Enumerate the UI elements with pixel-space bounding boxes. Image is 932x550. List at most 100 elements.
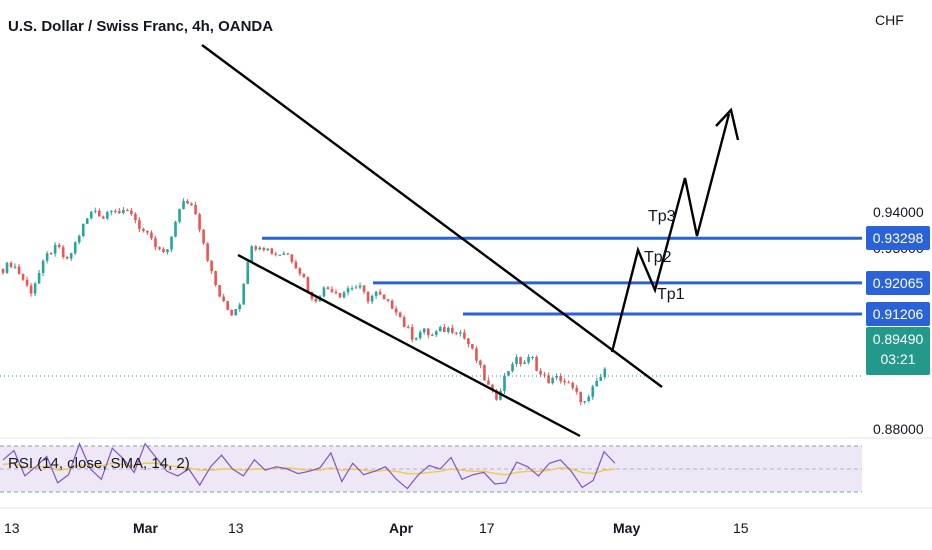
candle-body: [386, 299, 390, 301]
candle-body: [350, 288, 354, 290]
candle-body: [519, 357, 522, 364]
rsi-sma-line: [2, 462, 616, 476]
candle-body: [162, 248, 165, 253]
candle-body: [282, 253, 286, 255]
candle-body: [166, 249, 169, 253]
candle-body: [262, 247, 266, 251]
candle-body: [555, 375, 558, 378]
candle-body: [491, 384, 494, 391]
rsi-line: [2, 442, 616, 490]
candle-body: [65, 256, 69, 259]
candle-body: [238, 304, 241, 310]
candle-body: [266, 248, 270, 251]
candle-body: [101, 216, 105, 219]
candle-body: [414, 338, 418, 340]
candle-body: [17, 266, 21, 274]
candle-body: [463, 332, 466, 339]
x-axis-tick: 17: [479, 520, 495, 536]
y-axis-tick: 0.94000: [873, 203, 924, 220]
target-price-tag-tp1: 0.91206: [866, 301, 930, 326]
rsi-indicator-label[interactable]: RSI (14, close, SMA, 14, 2): [8, 455, 190, 472]
candle-body: [487, 380, 490, 385]
candle-body: [471, 344, 474, 349]
candle-body: [579, 391, 583, 403]
candle-body: [434, 331, 438, 335]
candle-body: [61, 247, 65, 257]
candle-body: [222, 296, 225, 302]
candle-body: [37, 273, 41, 284]
x-axis-tick: Apr: [389, 520, 414, 536]
last-price-value: 0.89490: [872, 331, 924, 347]
candle-body: [563, 381, 566, 383]
candle-body: [49, 253, 53, 255]
candle-body: [455, 332, 458, 334]
candle-body: [358, 285, 362, 288]
candle-body: [390, 300, 394, 309]
candle-body: [114, 210, 117, 212]
candle-body: [150, 232, 153, 239]
candle-body: [122, 210, 125, 214]
candle-body: [410, 327, 414, 340]
candle-body: [118, 211, 121, 214]
candle-body: [130, 210, 133, 214]
candle-body: [322, 287, 326, 297]
candle-body: [483, 365, 486, 381]
candle-body: [138, 220, 141, 230]
candle-body: [394, 308, 398, 313]
candle-body: [370, 295, 374, 302]
candle-body: [21, 273, 25, 280]
channel-upper-trendline: [201, 44, 663, 388]
candle-body: [447, 327, 450, 333]
candle-body: [535, 356, 538, 371]
candle-body: [595, 380, 599, 387]
x-axis-tick: 13: [228, 520, 244, 536]
candle-body: [298, 268, 302, 274]
candle-body: [523, 362, 526, 364]
candle-body: [422, 328, 426, 333]
candle-body: [206, 243, 209, 261]
target-label-tp3: Tp3: [648, 208, 676, 226]
candle-body: [499, 391, 502, 400]
candle-body: [97, 210, 101, 217]
candle-body: [567, 382, 570, 384]
candle-body: [218, 285, 221, 297]
candle-body: [178, 209, 181, 222]
candle-body: [398, 312, 402, 318]
candle-body: [9, 262, 13, 268]
projected-path: [610, 113, 731, 353]
candle-body: [426, 328, 430, 336]
candle-body: [230, 309, 233, 316]
candle-body: [531, 356, 534, 358]
candle-body: [378, 291, 382, 295]
candle-body: [29, 285, 33, 294]
candle-body: [382, 294, 386, 300]
candle-body: [154, 238, 157, 248]
candle-body: [571, 383, 574, 388]
y-axis-tick: 0.88000: [873, 421, 924, 437]
candle-body: [258, 247, 262, 250]
candle-body: [25, 279, 29, 286]
candle-body: [202, 229, 205, 244]
candle-body: [290, 254, 294, 262]
candle-body: [234, 309, 237, 316]
x-axis-tick: 15: [733, 520, 749, 536]
candle-body: [134, 213, 137, 221]
candle-body: [326, 287, 330, 290]
target-price-tag-tp2: 0.92065: [866, 270, 930, 295]
candle-body: [170, 236, 173, 250]
candle-body: [354, 287, 358, 289]
candle-body: [479, 360, 482, 366]
candle-body: [254, 246, 258, 250]
candle-body: [250, 246, 254, 263]
candle-body: [93, 210, 97, 212]
candle-body: [126, 210, 129, 212]
projected-path-arrowhead: [715, 107, 740, 141]
candle-body: [507, 371, 510, 376]
candle-body: [366, 291, 370, 302]
candle-body: [559, 375, 562, 382]
candle-body: [246, 262, 250, 284]
candle-body: [1, 268, 5, 273]
candle-body: [603, 368, 607, 378]
